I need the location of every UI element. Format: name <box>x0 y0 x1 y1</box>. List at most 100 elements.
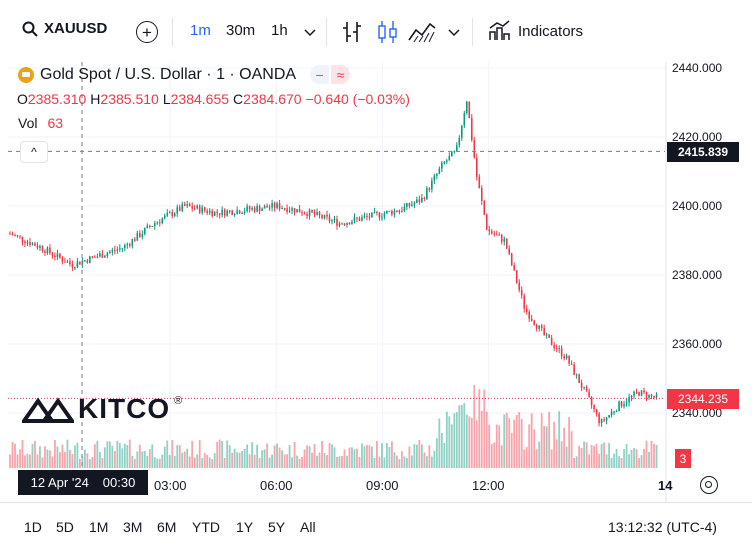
volume-bar <box>428 445 431 468</box>
candle-body <box>443 161 446 163</box>
time-tick: 03:00 <box>154 478 187 493</box>
range-5d[interactable]: 5D <box>56 519 74 535</box>
candle-body <box>181 204 184 211</box>
candle-body <box>426 188 428 199</box>
range-ytd[interactable]: YTD <box>192 519 220 535</box>
wave-icon: ≈ <box>331 65 351 84</box>
volume-bar <box>246 444 249 468</box>
volume-bar <box>420 444 423 468</box>
range-1d[interactable]: 1D <box>24 519 42 535</box>
volume-bar <box>448 416 451 468</box>
clock[interactable]: 13:12:32 (UTC-4) <box>608 519 717 535</box>
candle-body <box>328 216 331 222</box>
candle-body <box>346 222 348 225</box>
candle-body <box>218 213 221 216</box>
price-chart[interactable] <box>0 0 752 502</box>
candles-icon[interactable] <box>377 20 399 44</box>
candle-body <box>34 243 36 246</box>
candle-body <box>291 208 293 211</box>
volume-bar <box>595 443 598 468</box>
candle-body <box>119 248 121 250</box>
volume-bar <box>91 457 94 468</box>
bar-chart-icon[interactable] <box>342 20 364 44</box>
candle-body <box>396 210 398 213</box>
crosshair-time-label: 12 Apr '24 00:30 <box>18 470 148 495</box>
range-1y[interactable]: 1Y <box>236 519 254 535</box>
range-3m[interactable]: 3M <box>123 519 143 535</box>
candle-body <box>451 151 453 157</box>
volume-bar <box>261 450 264 468</box>
chevron-down-icon[interactable] <box>304 29 316 37</box>
volume-bar <box>183 451 186 468</box>
candle-body <box>49 247 51 253</box>
candle-body <box>465 101 468 114</box>
candle-body <box>283 208 286 210</box>
candle-body <box>371 212 373 218</box>
candle-body <box>638 392 640 396</box>
candle-body <box>271 203 273 208</box>
interval-30m[interactable]: 30m <box>226 22 256 39</box>
volume-bar <box>515 415 518 468</box>
volume-bar <box>440 432 443 468</box>
symbol-search[interactable]: XAUUSD <box>22 20 107 37</box>
interval-1m[interactable]: 1m <box>190 22 211 39</box>
volume-bar <box>376 441 378 468</box>
volume-bar <box>303 449 306 468</box>
indicators-button[interactable]: Indicators <box>488 20 583 42</box>
candle-body <box>56 253 59 257</box>
volume-bar <box>323 452 326 468</box>
volume-bar <box>126 444 129 468</box>
candle-body <box>605 417 608 421</box>
candle-body <box>161 218 164 223</box>
volume-bar <box>106 441 109 468</box>
volume-bar <box>518 412 521 468</box>
collapse-legend-button[interactable]: ^ <box>20 141 48 163</box>
candle-body <box>593 405 595 410</box>
candle-body <box>193 208 196 210</box>
market-status-pill[interactable]: − ≈ <box>310 65 351 84</box>
candle-body <box>580 382 583 388</box>
compare-symbol-button[interactable]: + <box>136 21 158 43</box>
candle-body <box>560 348 563 357</box>
volume-bar <box>211 459 214 468</box>
range-all[interactable]: All <box>300 519 316 535</box>
volume-bar <box>41 457 44 468</box>
candle-body <box>96 256 99 258</box>
interval-1h[interactable]: 1h <box>271 22 288 39</box>
volume-bar <box>293 441 296 468</box>
chevron-down-icon[interactable] <box>448 29 460 37</box>
range-1m[interactable]: 1M <box>89 519 109 535</box>
candle-body <box>381 216 383 218</box>
volume-bar <box>308 446 311 468</box>
volume-bar <box>590 445 593 468</box>
candle-body <box>148 225 151 227</box>
candle-body <box>515 270 518 283</box>
range-5y[interactable]: 5Y <box>268 519 286 535</box>
candle-body <box>41 246 44 252</box>
volume-bar <box>655 444 658 468</box>
candle-body <box>610 411 613 415</box>
candle-body <box>101 253 104 258</box>
volume-bar <box>268 457 271 468</box>
candle-body <box>238 210 241 214</box>
candle-body <box>368 216 371 218</box>
candle-body <box>446 160 448 162</box>
volume-bar <box>613 453 615 468</box>
volume-bar <box>510 432 513 468</box>
candle-body <box>578 374 580 383</box>
candle-body <box>228 210 231 212</box>
volume-bar <box>128 439 131 468</box>
candle-body <box>61 257 64 262</box>
candle-body <box>333 218 336 221</box>
volume-bar <box>191 440 194 468</box>
area-chart-icon[interactable] <box>408 20 436 44</box>
volume-bar <box>248 454 251 468</box>
volume-bar <box>495 424 498 468</box>
range-6m[interactable]: 6M <box>157 519 177 535</box>
volume-bar <box>445 411 448 468</box>
candle-body <box>483 200 486 215</box>
volume-bar <box>291 457 293 468</box>
gear-icon[interactable] <box>700 476 718 494</box>
candle-body <box>29 242 31 246</box>
candle-body <box>114 249 116 251</box>
